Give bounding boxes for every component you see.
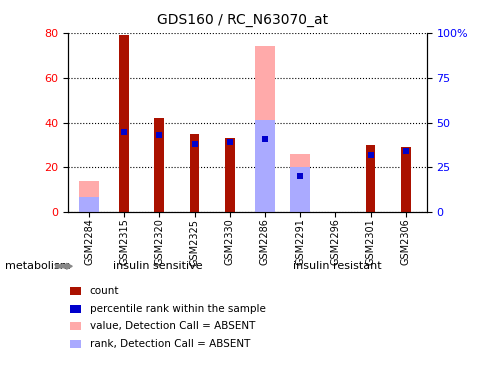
- Bar: [290, 168, 309, 212]
- Text: rank, Detection Call = ABSENT: rank, Detection Call = ABSENT: [90, 339, 250, 349]
- Bar: [189, 134, 199, 212]
- Text: percentile rank within the sample: percentile rank within the sample: [90, 303, 265, 314]
- Text: count: count: [90, 286, 119, 296]
- Bar: [79, 181, 98, 212]
- Bar: [79, 197, 98, 212]
- Text: value, Detection Call = ABSENT: value, Detection Call = ABSENT: [90, 321, 255, 331]
- Text: insulin resistant: insulin resistant: [292, 261, 380, 271]
- Text: insulin sensitive: insulin sensitive: [113, 261, 202, 271]
- Bar: [255, 120, 274, 212]
- Bar: [154, 118, 164, 212]
- Bar: [225, 138, 234, 212]
- Text: GDS160 / RC_N63070_at: GDS160 / RC_N63070_at: [157, 13, 327, 27]
- Bar: [290, 154, 309, 212]
- Bar: [255, 46, 274, 212]
- Text: metabolism: metabolism: [5, 261, 70, 271]
- Bar: [365, 145, 375, 212]
- Bar: [119, 35, 129, 212]
- Bar: [400, 147, 410, 212]
